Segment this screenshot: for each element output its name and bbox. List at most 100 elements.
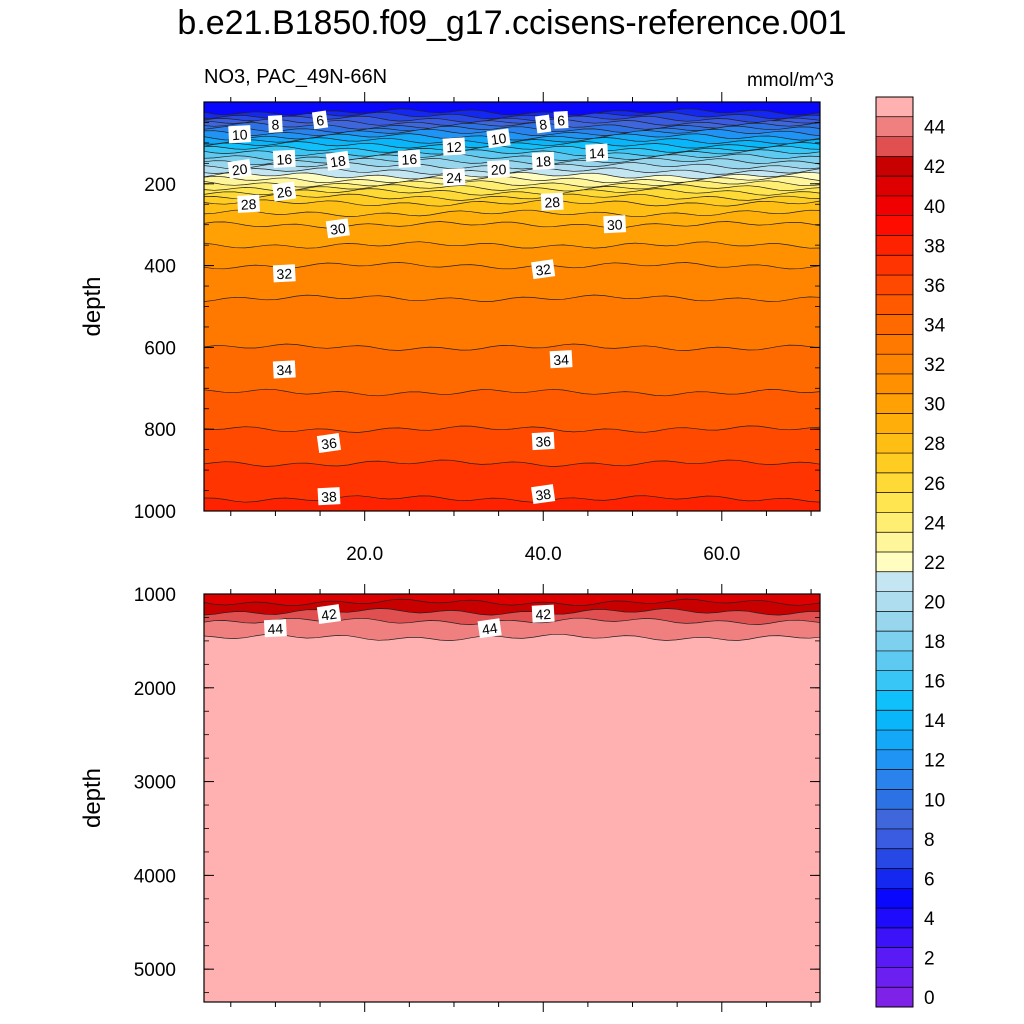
contour-line-30 xyxy=(204,221,820,229)
colorbar-tick-label: 28 xyxy=(924,434,945,455)
contour-line-44 xyxy=(204,617,820,625)
contour-label: 8 xyxy=(535,114,552,134)
colorbar-bin xyxy=(876,769,913,790)
contour-label-text: 20 xyxy=(490,161,507,178)
contour-line-12 xyxy=(204,128,820,137)
contour-label-text: 26 xyxy=(275,183,293,201)
contour-label: 38 xyxy=(531,484,556,505)
contour-band-45 xyxy=(204,634,820,1002)
colorbar-bin xyxy=(876,927,913,949)
colorbar-bin xyxy=(876,472,913,494)
colorbar-bin xyxy=(876,749,913,771)
contour-label-text: 10 xyxy=(232,126,249,143)
contour-line-32 xyxy=(204,262,820,270)
contour-label: 14 xyxy=(585,143,609,162)
contour-label: 18 xyxy=(531,151,555,170)
colorbar-bin xyxy=(876,314,913,335)
contour-label-text: 34 xyxy=(276,361,293,378)
colorbar-bin xyxy=(876,176,913,197)
colorbar-bin xyxy=(876,433,913,454)
contour-label-text: 8 xyxy=(538,116,548,133)
contour-label: 24 xyxy=(442,168,466,187)
contour-label-text: 28 xyxy=(240,196,257,213)
colorbar-bin xyxy=(876,967,913,988)
contour-label: 42 xyxy=(316,604,342,625)
y-tick-label: 1000 xyxy=(134,502,176,523)
colorbar-bin xyxy=(876,294,913,316)
colorbar-bin xyxy=(876,710,913,731)
contour-label-text: 30 xyxy=(329,220,347,238)
colorbar-tick-label: 2 xyxy=(924,949,935,970)
colorbar-bin xyxy=(876,116,913,137)
contour-label: 10 xyxy=(486,128,511,149)
contour-line-21 xyxy=(204,167,820,175)
contour-line-9 xyxy=(204,118,820,126)
contour-label: 34 xyxy=(549,350,573,369)
colorbar-frame xyxy=(875,96,914,1008)
contour-line-19 xyxy=(204,157,820,166)
colorbar-bin xyxy=(876,334,913,355)
colorbar-tick-label: 10 xyxy=(924,790,945,811)
panel-upper-field xyxy=(204,102,820,511)
contour-line-18 xyxy=(204,153,820,161)
colorbar-bin xyxy=(876,809,913,830)
contour-line-43 xyxy=(204,608,820,616)
colorbar: 0246810121416182022242628303234363840424… xyxy=(875,96,946,1009)
y-tick-label: 200 xyxy=(144,175,176,196)
y-tick-label: 800 xyxy=(144,420,176,441)
contour-label-text: 14 xyxy=(589,145,606,162)
colorbar-bin xyxy=(876,828,913,850)
colorbar-tick-label: 16 xyxy=(924,672,945,693)
contour-line-34 xyxy=(204,343,820,351)
contour-line-35 xyxy=(204,388,820,397)
colorbar-tick-label: 0 xyxy=(924,988,935,1009)
colorbar-tick-label: 44 xyxy=(924,118,946,139)
contour-label-text: 24 xyxy=(446,169,463,186)
colorbar-tick-label: 18 xyxy=(924,632,945,653)
contour-label: 6 xyxy=(553,111,569,129)
contour-label-text: 44 xyxy=(481,620,499,638)
colorbar-bin xyxy=(876,571,913,592)
contour-label-text: 8 xyxy=(271,116,280,132)
contour-label: 28 xyxy=(237,194,261,213)
contour-label-text: 36 xyxy=(320,434,338,452)
contour-label-text: 32 xyxy=(534,261,552,279)
colorbar-bin xyxy=(876,97,913,118)
colorbar-tick-label: 22 xyxy=(924,553,945,574)
contour-line-15 xyxy=(204,141,820,149)
colorbar-bin xyxy=(876,987,913,1008)
contour-label: 16 xyxy=(397,149,421,168)
contour-label-text: 6 xyxy=(557,112,566,128)
colorbar-bin xyxy=(876,373,913,395)
y-tick-label: 2000 xyxy=(134,679,176,700)
contour-label: 44 xyxy=(477,618,502,639)
colorbar-bin xyxy=(876,789,913,810)
y-tick-label: 3000 xyxy=(134,773,176,794)
y-tick-label: 600 xyxy=(144,338,176,359)
contour-label: 30 xyxy=(603,215,627,234)
colorbar-tick-label: 4 xyxy=(924,909,935,930)
contour-label: 34 xyxy=(272,360,296,379)
contour-label-text: 16 xyxy=(401,151,418,168)
contour-label: 6 xyxy=(311,110,329,130)
colorbar-bin xyxy=(876,848,913,869)
chart-title: b.e21.B1850.f09_g17.ccisens-reference.00… xyxy=(177,4,847,42)
y-tick-label: 1000 xyxy=(134,585,176,606)
colorbar-bin xyxy=(876,492,913,513)
x-tick-label: 60.0 xyxy=(703,544,740,565)
colorbar-bin xyxy=(876,532,913,553)
y-tick-label: 4000 xyxy=(134,866,176,887)
contour-label: 38 xyxy=(317,487,341,506)
colorbar-bin xyxy=(876,650,913,672)
colorbar-tick-label: 36 xyxy=(924,276,945,297)
contour-line-29 xyxy=(204,209,820,218)
contour-line-17 xyxy=(204,149,820,157)
contour-label-text: 18 xyxy=(535,153,552,170)
contour-label-text: 6 xyxy=(315,112,325,129)
colorbar-bin xyxy=(876,730,913,751)
contour-label: 44 xyxy=(263,619,287,638)
contour-line-45 xyxy=(204,633,820,641)
colorbar-bin xyxy=(876,413,913,434)
contour-line-27 xyxy=(204,193,820,201)
colorbar-bin xyxy=(876,275,913,296)
